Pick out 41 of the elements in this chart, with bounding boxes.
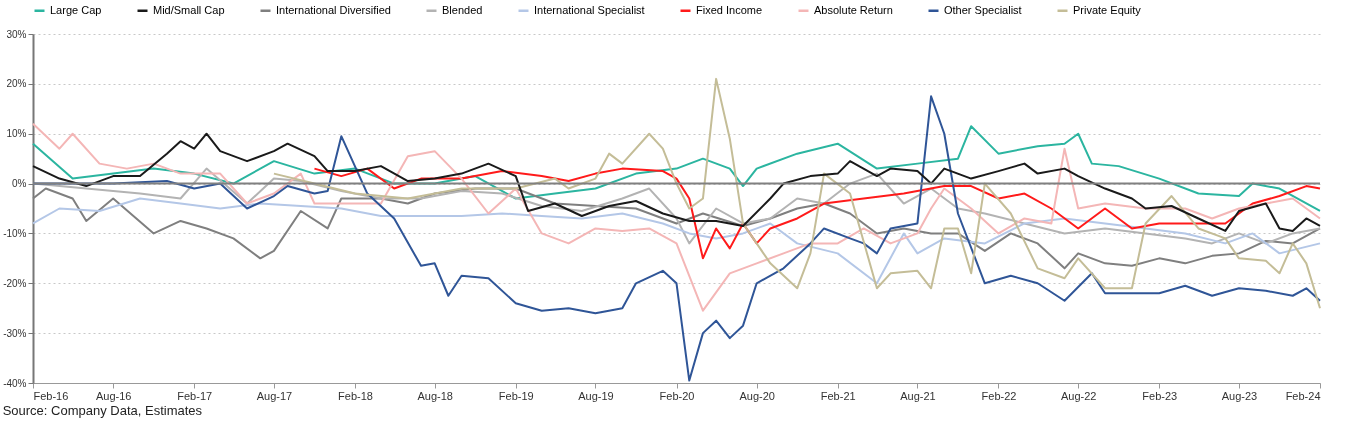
x-tick-label: Aug-18 — [417, 389, 453, 402]
legend-label: Other Specialist — [944, 3, 1022, 16]
x-tick-label: Feb-18 — [338, 389, 373, 402]
x-tick-label: Feb-17 — [177, 389, 213, 402]
line-series — [313, 167, 1321, 260]
x-tick-label: Aug-21 — [900, 389, 936, 402]
y-tick-label: 0% — [12, 178, 27, 190]
x-tick-label: Aug-23 — [1221, 389, 1258, 402]
legend-label: International Diversified — [276, 3, 391, 16]
legend-label: Large Cap — [50, 3, 102, 16]
x-tick-label: Aug-16 — [95, 389, 132, 402]
y-tick-label: -10% — [3, 227, 27, 239]
legend-label: Private Equity — [1073, 3, 1142, 16]
x-tick-label: Feb-16 — [33, 389, 69, 402]
legend-label: Blended — [442, 3, 483, 16]
y-tick-label: -40% — [3, 377, 27, 389]
x-tick-label: Aug-22 — [1060, 389, 1097, 402]
y-tick-label: -30% — [3, 327, 27, 339]
line-series — [32, 197, 1321, 285]
x-tick-label: Feb-21 — [820, 389, 856, 402]
source-note: Source: Company Data, Estimates — [2, 403, 203, 418]
y-tick-label: -20% — [3, 277, 27, 289]
x-tick-label: Feb-22 — [981, 389, 1017, 402]
x-tick-label: Feb-19 — [498, 389, 534, 402]
legend-label: Absolute Return — [814, 3, 893, 16]
legend-label: International Specialist — [534, 3, 645, 16]
x-tick-label: Feb-20 — [659, 389, 695, 402]
y-tick-label: 20% — [6, 78, 27, 90]
x-tick-label: Aug-19 — [578, 389, 614, 402]
line-series — [32, 132, 1321, 232]
x-tick-label: Feb-24 — [1285, 389, 1321, 402]
y-tick-label: 30% — [6, 28, 27, 40]
x-tick-label: Aug-20 — [739, 389, 775, 402]
legend-label: Mid/Small Cap — [153, 3, 225, 16]
line-series — [32, 122, 1321, 312]
x-tick-label: Aug-17 — [256, 389, 293, 402]
legend-label: Fixed Income — [696, 3, 763, 16]
x-tick-label: Feb-23 — [1142, 389, 1178, 402]
line-series — [32, 125, 1321, 212]
y-tick-label: 10% — [6, 128, 27, 140]
line-series — [272, 77, 1321, 310]
